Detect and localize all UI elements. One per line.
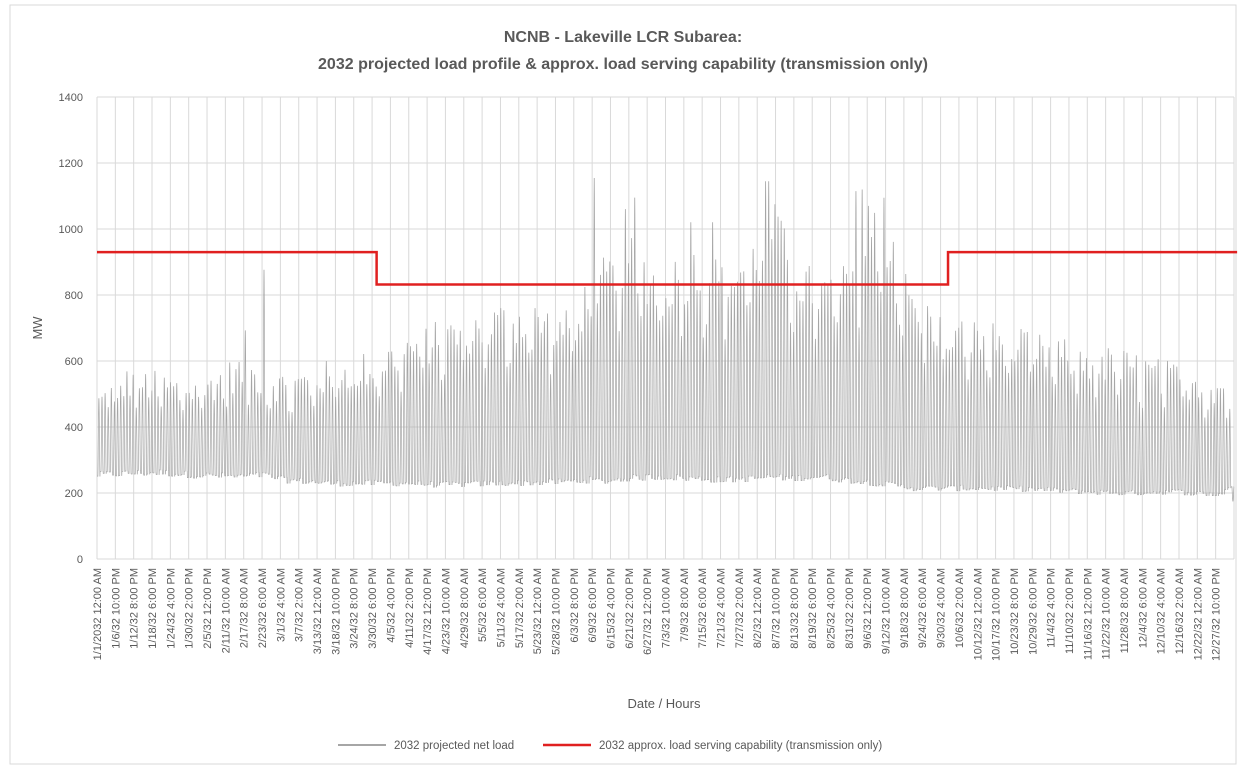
x-tick-label: 5/23/32 12:00 AM (532, 568, 544, 654)
x-tick-label: 8/7/32 10:00 PM (771, 568, 783, 649)
net-load-line (97, 178, 1235, 502)
x-axis-label: Date / Hours (628, 696, 701, 711)
x-tick-label: 1/24/32 4:00 PM (165, 568, 177, 649)
x-tick-label: 9/18/32 8:00 AM (899, 568, 911, 648)
x-tick-label: 10/17/32 10:00 PM (991, 568, 1003, 661)
x-tick-label: 11/28/32 8:00 AM (1119, 568, 1131, 653)
chart-title: NCNB - Lakeville LCR Subarea: (504, 29, 742, 46)
x-tick-label: 9/24/32 6:00 AM (917, 568, 929, 648)
x-tick-label: 3/18/32 10:00 PM (330, 568, 342, 655)
x-tick-label: 8/19/32 6:00 PM (807, 568, 819, 649)
x-tick-label: 12/27/32 10:00 PM (1211, 568, 1223, 661)
x-tick-label: 6/21/32 2:00 PM (624, 568, 636, 649)
legend: 2032 projected net load 2032 approx. loa… (338, 740, 882, 752)
y-tick-label: 1400 (59, 92, 83, 104)
y-axis-label: MW (30, 316, 45, 340)
x-tick-label: 4/11/32 2:00 PM (404, 568, 416, 648)
legend-label-net-load: 2032 projected net load (394, 740, 514, 752)
x-tick-label: 10/12/32 12:00 AM (972, 568, 984, 660)
y-tick-label: 200 (65, 488, 83, 500)
x-tick-label: 8/2/32 12:00 AM (752, 568, 764, 648)
x-tick-label: 1/1/2032 12:00 AM (92, 568, 104, 660)
x-tick-label: 6/15/32 4:00 PM (605, 568, 617, 649)
y-tick-label: 1000 (59, 224, 83, 236)
x-tick-label: 6/27/32 12:00 PM (642, 568, 654, 655)
x-tick-label: 9/30/32 4:00 AM (936, 568, 948, 648)
series-net-load (97, 178, 1235, 502)
x-tick-label: 7/15/32 6:00 AM (697, 568, 709, 648)
x-tick-label: 10/23/32 8:00 PM (1009, 568, 1021, 655)
legend-label-capability: 2032 approx. load serving capability (tr… (599, 740, 882, 752)
x-tick-label: 9/6/32 12:00 PM (862, 568, 874, 649)
y-tick-label: 600 (65, 356, 83, 368)
y-tick-label: 0 (77, 554, 83, 566)
y-tick-label: 1200 (59, 158, 83, 170)
x-tick-label: 6/9/32 6:00 PM (587, 568, 599, 643)
x-tick-label: 3/24/32 8:00 PM (349, 568, 361, 649)
x-tick-label: 11/16/32 12:00 PM (1082, 568, 1094, 660)
x-tick-label: 7/3/32 10:00 AM (661, 568, 673, 648)
x-tick-label: 9/12/32 10:00 AM (881, 568, 893, 654)
x-tick-label: 1/6/32 10:00 PM (110, 568, 122, 649)
x-tick-label: 3/7/32 2:00 AM (294, 568, 306, 642)
x-tick-label: 8/25/32 4:00 PM (826, 568, 838, 649)
x-tick-label: 12/10/32 4:00 AM (1156, 568, 1168, 654)
x-tick-label: 3/30/32 6:00 PM (367, 568, 379, 649)
series-capability (97, 250, 1238, 286)
x-tick-label: 5/17/32 2:00 AM (514, 568, 526, 648)
x-tick-label: 1/30/32 2:00 PM (184, 568, 196, 649)
x-tick-label: 8/13/32 8:00 PM (789, 568, 801, 649)
x-tick-label: 4/23/32 10:00 AM (440, 568, 452, 654)
x-tick-label: 12/4/32 6:00 AM (1137, 568, 1149, 648)
x-tick-label: 1/12/32 8:00 PM (129, 568, 141, 649)
y-axis-ticks: 0 200 400 600 800 1000 1200 1400 (59, 92, 83, 566)
x-tick-label: 7/9/32 8:00 AM (679, 568, 691, 642)
x-tick-label: 2/17/32 8:00 AM (239, 568, 251, 648)
x-tick-label: 3/13/32 12:00 AM (312, 568, 324, 654)
x-tick-label: 12/22/32 12:00 AM (1192, 568, 1204, 660)
y-tick-label: 400 (65, 422, 83, 434)
capability-step-line (97, 250, 1238, 286)
x-tick-label: 7/21/32 4:00 AM (716, 568, 728, 648)
x-tick-label: 2/11/32 10:00 AM (220, 568, 232, 653)
x-tick-label: 11/22/32 10:00 AM (1101, 568, 1113, 660)
x-tick-label: 2/5/32 12:00 PM (202, 568, 214, 649)
x-axis-ticks: 1/1/2032 12:00 AM 1/6/32 10:00 PM 1/12/32 … (92, 568, 1223, 661)
x-tick-label: 3/1/32 4:00 AM (275, 568, 287, 642)
x-tick-label: 6/3/32 8:00 PM (569, 568, 581, 643)
x-tick-label: 11/4/32 4:00 PM (1046, 568, 1058, 648)
x-tick-label: 5/11/32 4:00 AM (495, 568, 507, 647)
x-tick-label: 12/16/32 2:00 AM (1174, 568, 1186, 654)
chart-subtitle: 2032 projected load profile & approx. lo… (318, 56, 928, 73)
x-tick-label: 10/6/32 2:00 AM (954, 568, 966, 648)
x-tick-label: 5/28/32 10:00 PM (550, 568, 562, 655)
x-tick-label: 4/5/32 4:00 PM (385, 568, 397, 643)
x-tick-label: 11/10/32 2:00 PM (1064, 568, 1076, 654)
x-tick-label: 4/29/32 8:00 AM (459, 568, 471, 648)
x-tick-label: 8/31/32 2:00 PM (844, 568, 856, 649)
x-tick-label: 4/17/32 12:00 PM (422, 568, 434, 655)
x-tick-label: 5/5/32 6:00 AM (477, 568, 489, 642)
grid-layer (96, 96, 1235, 560)
x-tick-label: 10/29/32 6:00 PM (1027, 568, 1039, 655)
x-tick-label: 7/27/32 2:00 AM (734, 568, 746, 648)
y-tick-label: 800 (65, 290, 83, 302)
x-tick-label: 1/18/32 6:00 PM (147, 568, 159, 649)
x-tick-label: 2/23/32 6:00 AM (257, 568, 269, 648)
